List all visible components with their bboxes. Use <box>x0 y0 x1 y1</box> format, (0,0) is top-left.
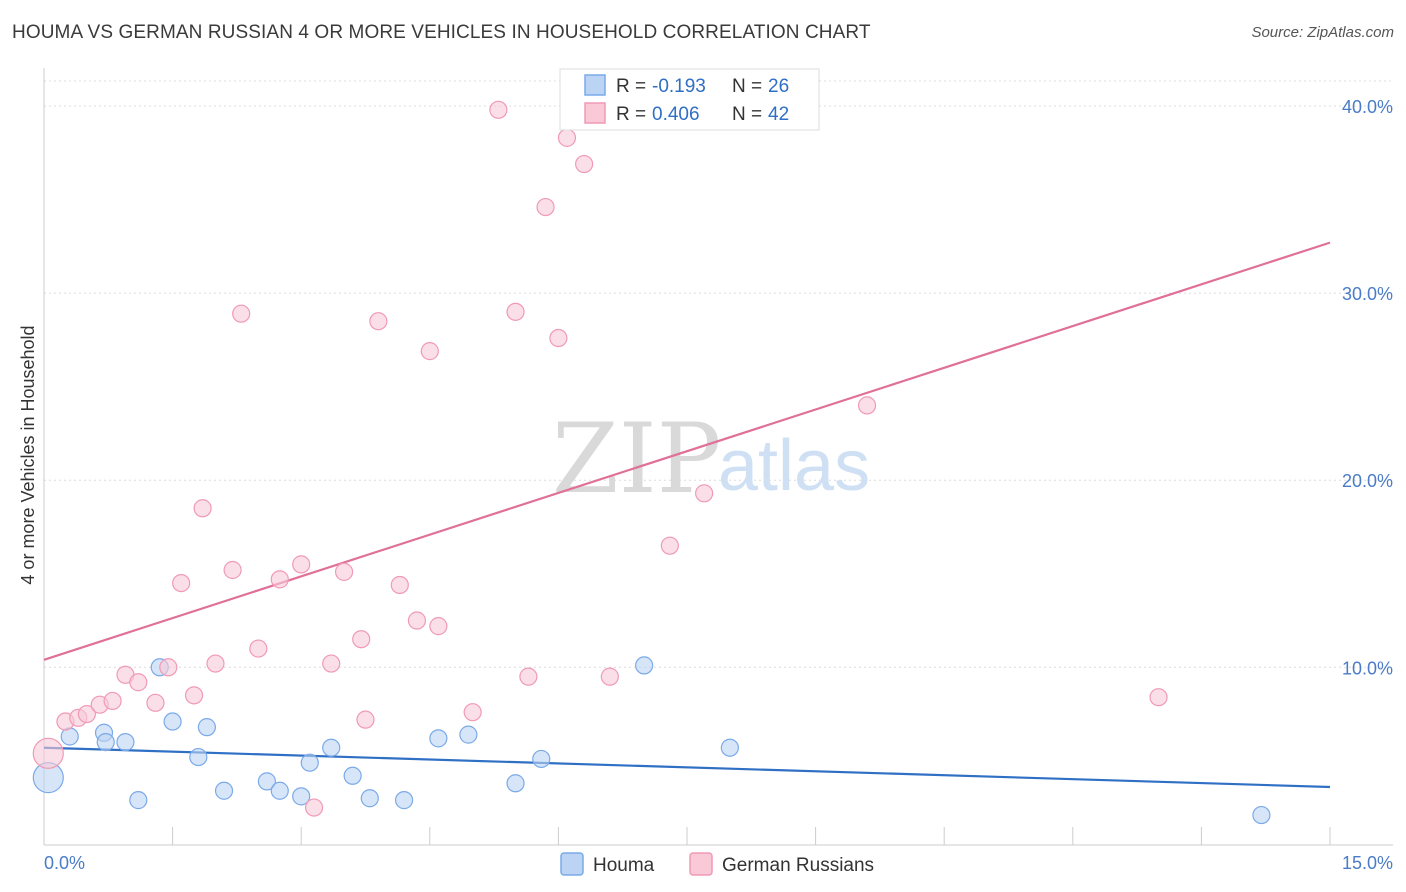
point-german-russians <box>429 617 448 636</box>
bottom-legend-houma: Houma <box>593 855 655 876</box>
point-german-russians <box>334 562 354 581</box>
point-houma <box>257 772 277 791</box>
point-german-russians <box>249 639 268 658</box>
chart-source: Source: ZipAtlas.com <box>1251 24 1394 41</box>
point-german-russians <box>420 342 439 361</box>
point-german-russians <box>232 304 251 323</box>
bottom-legend: Houma German Russians <box>560 852 874 876</box>
bottom-legend-swatch-german-russians <box>689 852 713 876</box>
watermark: ZIP atlas <box>552 403 870 515</box>
bottom-legend-swatch-houma <box>560 852 584 876</box>
point-german-russians <box>32 737 64 769</box>
legend-r-label-houma: R = <box>616 76 646 97</box>
gridlines <box>44 80 1393 668</box>
point-houma <box>343 766 362 785</box>
y-tick-labels: 10.0% 20.0% 30.0% 40.0% <box>1342 97 1393 678</box>
point-german-russians <box>536 197 555 217</box>
y-tick-label: 40.0% <box>1342 97 1393 117</box>
point-german-russians <box>549 328 568 348</box>
point-german-russians <box>103 691 122 711</box>
point-houma <box>189 747 208 767</box>
point-houma <box>1252 805 1271 825</box>
trend-line-german-russians <box>43 241 1331 661</box>
point-german-russians <box>292 555 311 574</box>
legend-n-value-german-russians: 42 <box>768 104 789 125</box>
point-german-russians <box>223 560 242 580</box>
point-german-russians <box>1149 688 1168 707</box>
trend-lines <box>43 241 1331 789</box>
point-houma <box>163 712 182 731</box>
watermark-atlas: atlas <box>718 426 870 506</box>
point-german-russians <box>519 667 538 686</box>
point-houma <box>60 727 79 746</box>
trend-line-houma <box>43 746 1331 789</box>
legend-n-label-houma: N = <box>732 76 762 97</box>
point-german-russians <box>489 100 508 119</box>
axes <box>43 68 1393 846</box>
y-tick-label: 30.0% <box>1342 284 1393 304</box>
point-german-russians <box>506 302 525 321</box>
legend-r-value-houma: -0.193 <box>652 76 706 97</box>
point-german-russians <box>146 693 165 712</box>
point-houma <box>322 738 341 757</box>
point-houma <box>197 718 216 737</box>
point-houma <box>360 789 379 808</box>
point-german-russians <box>557 128 577 147</box>
point-german-russians <box>463 703 482 722</box>
point-german-russians <box>407 611 427 630</box>
point-houma <box>720 738 739 757</box>
point-german-russians <box>304 798 324 817</box>
point-german-russians <box>172 573 191 593</box>
point-german-russians <box>129 673 148 692</box>
point-houma <box>96 733 115 752</box>
x-tick-label-max: 15.0% <box>1342 853 1393 873</box>
point-houma <box>635 656 654 675</box>
point-houma <box>506 774 525 793</box>
bottom-legend-german-russians: German Russians <box>722 855 874 876</box>
point-houma <box>429 729 448 748</box>
point-houma <box>394 791 414 810</box>
point-german-russians <box>857 396 877 415</box>
chart-title: HOUMA VS GERMAN RUSSIAN 4 OR MORE VEHICL… <box>12 22 871 43</box>
x-tick-labels: 0.0% 15.0% <box>44 853 1393 873</box>
point-german-russians <box>193 499 212 518</box>
point-german-russians <box>660 536 679 555</box>
point-houma <box>459 725 478 744</box>
legend-swatch-houma <box>584 74 606 96</box>
data-points <box>32 100 1271 825</box>
point-german-russians <box>77 704 96 724</box>
point-houma <box>129 791 148 810</box>
point-german-russians <box>159 658 178 677</box>
x-tick-label-min: 0.0% <box>44 853 85 873</box>
legend-n-value-houma: 26 <box>768 76 789 97</box>
point-german-russians <box>356 710 375 729</box>
point-houma <box>292 787 311 806</box>
point-german-russians <box>184 686 204 705</box>
point-german-russians <box>270 570 289 589</box>
point-german-russians <box>369 312 388 331</box>
point-german-russians <box>352 630 371 649</box>
point-german-russians <box>390 575 409 595</box>
legend-n-label-german-russians: N = <box>732 104 762 125</box>
point-german-russians <box>322 654 341 673</box>
point-german-russians <box>575 154 594 174</box>
point-houma <box>116 733 135 752</box>
point-german-russians <box>695 484 714 503</box>
watermark-zip: ZIP <box>552 403 721 515</box>
legend-r-label-german-russians: R = <box>616 104 646 125</box>
y-tick-label: 10.0% <box>1342 658 1393 678</box>
legend-r-value-german-russians: 0.406 <box>652 104 700 125</box>
y-axis-title: 4 or more Vehicles in Household <box>18 325 38 584</box>
legend-swatch-german-russians <box>584 102 606 124</box>
point-houma <box>300 753 319 772</box>
point-houma <box>214 781 234 800</box>
legend-box: R = -0.193 N = 26 R = 0.406 N = 42 <box>559 68 820 131</box>
point-houma <box>270 781 289 800</box>
point-german-russians <box>600 667 619 686</box>
point-houma <box>532 749 551 769</box>
point-german-russians <box>206 654 225 673</box>
y-tick-label: 20.0% <box>1342 471 1393 491</box>
